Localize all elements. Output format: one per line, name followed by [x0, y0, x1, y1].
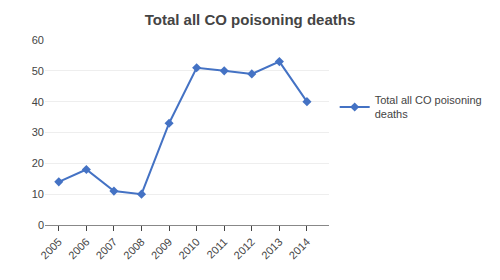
- svg-text:2012: 2012: [231, 236, 257, 262]
- svg-text:0: 0: [38, 219, 44, 231]
- svg-text:20: 20: [32, 157, 44, 169]
- svg-text:2011: 2011: [204, 236, 229, 261]
- svg-text:30: 30: [32, 126, 44, 138]
- svg-text:Total all CO poisoningdeaths: Total all CO poisoningdeaths: [375, 94, 482, 120]
- svg-text:60: 60: [32, 34, 44, 46]
- svg-text:2014: 2014: [286, 236, 312, 262]
- svg-text:2005: 2005: [38, 236, 64, 262]
- svg-text:2007: 2007: [93, 236, 119, 262]
- svg-text:Total all CO poisoning deaths: Total all CO poisoning deaths: [145, 11, 356, 28]
- svg-text:50: 50: [32, 65, 44, 77]
- svg-text:40: 40: [32, 96, 44, 108]
- svg-text:2013: 2013: [259, 236, 285, 262]
- svg-text:2008: 2008: [121, 236, 147, 262]
- svg-text:10: 10: [32, 188, 44, 200]
- svg-text:2010: 2010: [176, 236, 202, 262]
- svg-text:2006: 2006: [66, 236, 92, 262]
- svg-text:2009: 2009: [149, 236, 175, 262]
